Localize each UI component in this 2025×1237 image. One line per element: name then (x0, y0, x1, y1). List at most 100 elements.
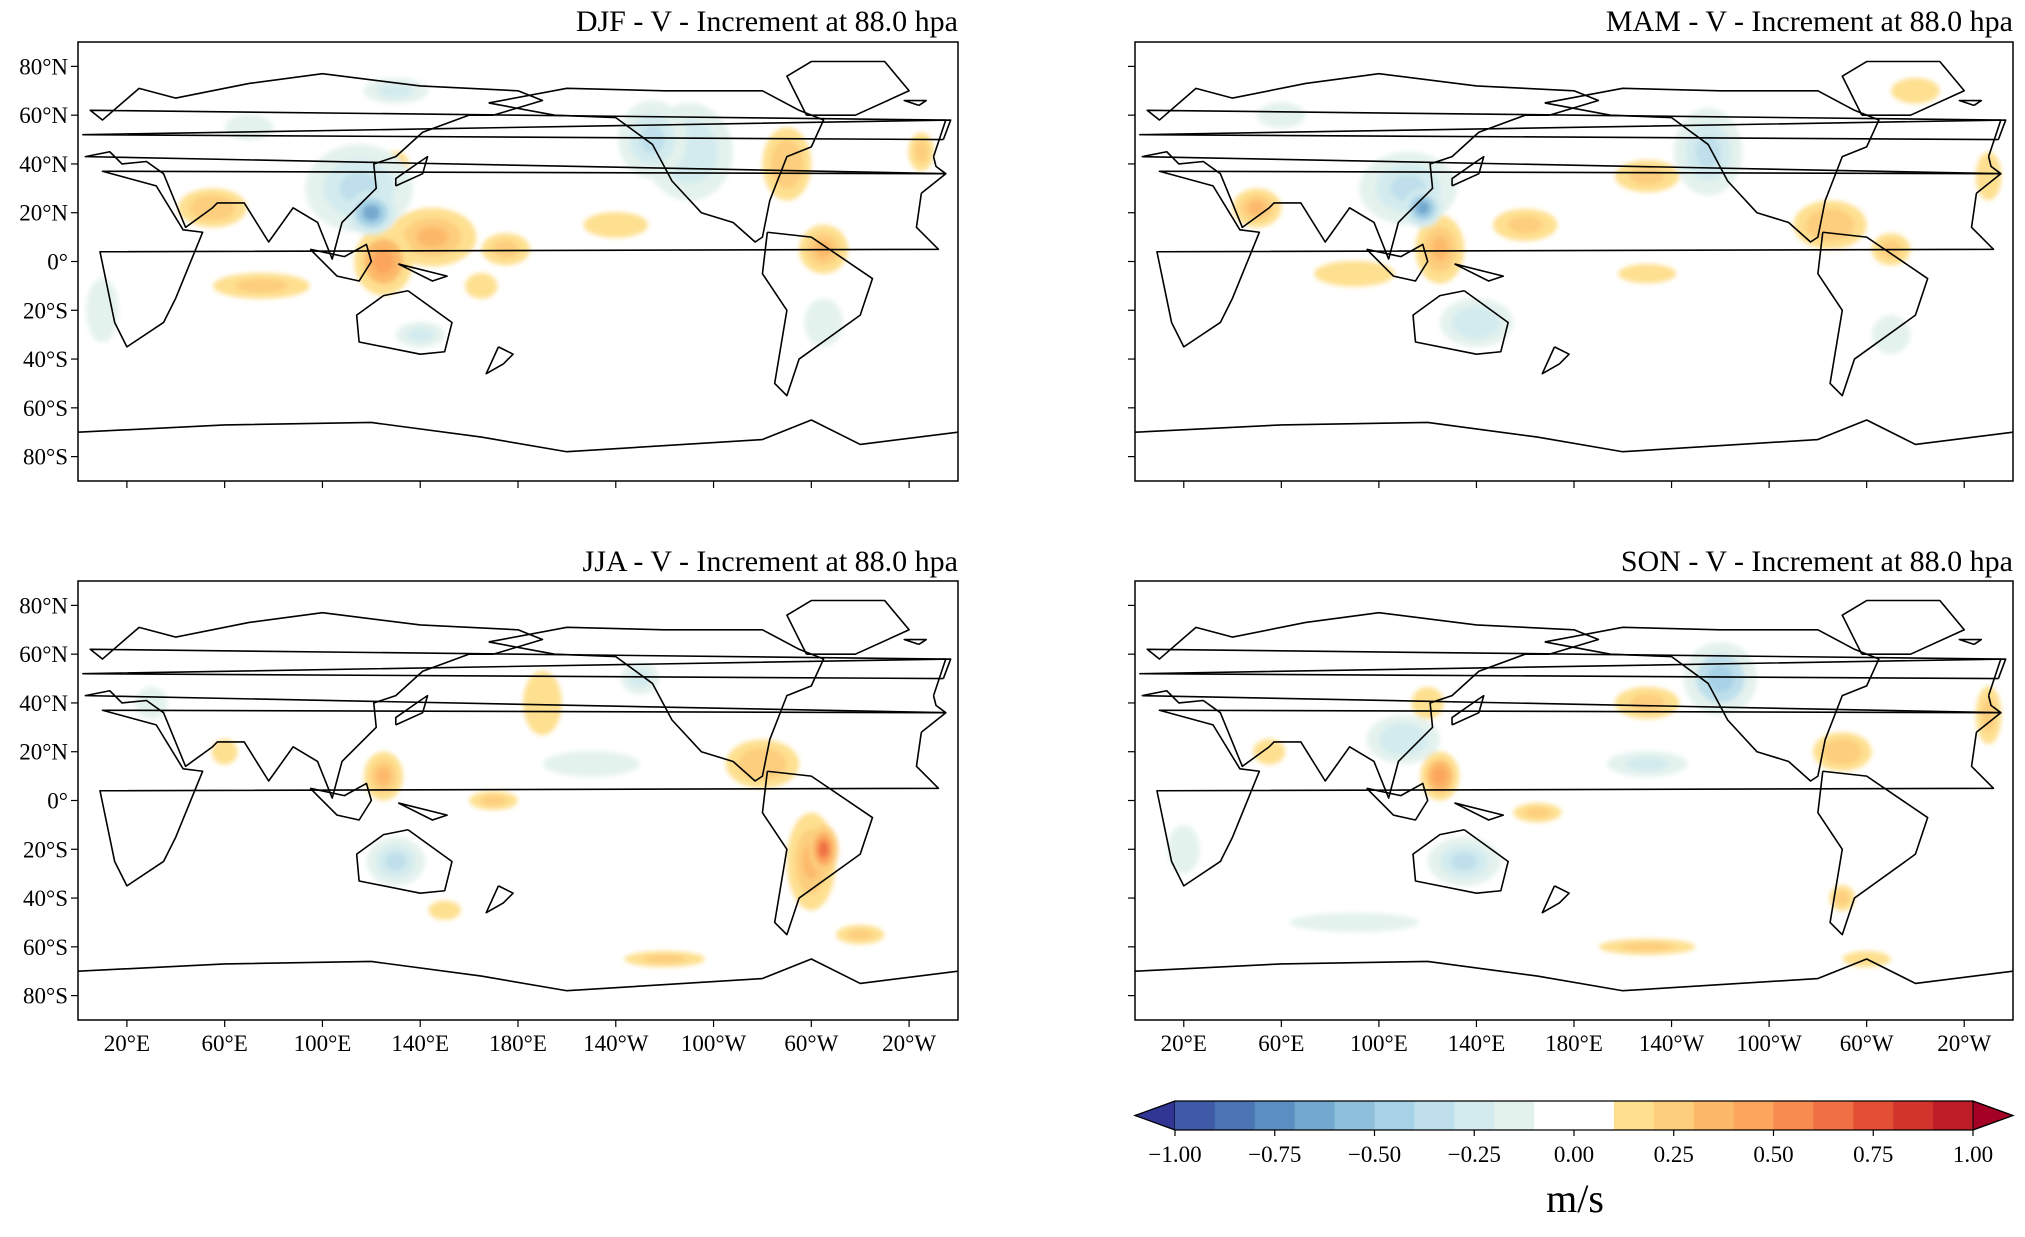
x-tick-label: 20°W (1937, 1031, 1991, 1056)
colorbar-segment (1613, 1101, 1655, 1130)
colorbar-extend-max (1972, 1100, 2015, 1131)
coastline (1541, 346, 1570, 375)
increment-contour (217, 744, 232, 759)
colorbar-segment (1773, 1101, 1814, 1130)
increment-contour (1463, 313, 1490, 332)
x-tick-label: 100°W (681, 1031, 747, 1056)
coastline (1139, 658, 2007, 680)
colorbar-segment (1334, 1101, 1375, 1130)
increment-contour (1319, 917, 1390, 928)
x-tick-label: 180°E (1545, 1031, 1603, 1056)
coastline (1454, 263, 1505, 282)
increment-contour (1415, 200, 1430, 215)
panel-title-son: SON - V - Increment at 88.0 hpa (1621, 545, 2013, 578)
coastline (78, 419, 958, 453)
y-tick-label: 40°N (19, 152, 68, 177)
coastline (1841, 60, 1966, 116)
coastlines (78, 60, 958, 453)
coastline (1817, 770, 1929, 936)
y-tick-label: 80°N (19, 54, 68, 79)
increment-contour (1981, 699, 1996, 731)
increment-contour (598, 217, 634, 232)
coastline (1156, 709, 2002, 887)
coastline (78, 958, 958, 992)
increment-contour (1816, 216, 1844, 234)
increment-contour (1625, 756, 1670, 771)
coastline (309, 243, 373, 282)
coastline (1841, 599, 1966, 655)
colorbar: −1.00 −0.75 −0.50 −0.25 0.00 0.25 0.50 0.75 1.00… (1133, 1100, 2015, 1221)
colorbar-unit-label: m/s (1546, 1176, 1604, 1221)
coastline (1139, 119, 2007, 141)
increment-contour (385, 852, 407, 871)
y-tick-label: 0° (47, 250, 68, 275)
x-tick-label: 20°W (882, 1031, 936, 1056)
coastline (84, 611, 947, 799)
coastline (1544, 87, 1880, 243)
colorbar-segment (1693, 1101, 1735, 1130)
colorbar-segment (1574, 1101, 1615, 1130)
coastline (84, 72, 947, 260)
increment-contour (1629, 694, 1665, 712)
coastline (1958, 638, 1983, 646)
colorbar-segment (1494, 1101, 1535, 1130)
increment-contour (1524, 807, 1551, 818)
coastline (1366, 782, 1429, 821)
colorbar-segment (1454, 1101, 1495, 1130)
increment-contour (416, 226, 449, 248)
x-tick-label: 140°W (1639, 1031, 1705, 1056)
increment-contour (914, 141, 929, 163)
coastline (1156, 170, 2002, 348)
colorbar-tick-label: −0.75 (1248, 1142, 1301, 1167)
y-tick-label: 80°S (23, 445, 68, 470)
y-tick-label: 20°S (23, 298, 68, 323)
increment-contour (818, 840, 829, 859)
y-tick-label: 80°S (23, 984, 68, 1009)
increment-contour (1695, 135, 1721, 168)
x-tick-label: 60°W (784, 1031, 838, 1056)
increment-contour (812, 309, 835, 336)
x-tick-label: 100°E (294, 1031, 352, 1056)
coastlines (78, 599, 958, 992)
y-tick-label: 60°S (23, 935, 68, 960)
colorbar-segment (1254, 1101, 1296, 1130)
panel-son: SON - V - Increment at 88.0 hpa 20°E 60°E… (1128, 545, 2014, 1056)
map-area-djf: 80°N 60°N 40°N 20°N 0° 20°S 40°S 60°S 80°S (19, 41, 959, 488)
coastline (1541, 885, 1570, 914)
panel-title-djf: DJF - V - Increment at 88.0 hpa (576, 5, 958, 38)
increment-contour (1332, 266, 1377, 281)
increment-contour (1707, 665, 1734, 692)
colorbar-tick-label: 0.75 (1853, 1142, 1893, 1167)
increment-field (1232, 77, 2002, 354)
coastline (1454, 802, 1505, 821)
colorbar-segment (1374, 1101, 1415, 1130)
x-tick-label: 140°E (391, 1031, 449, 1056)
colorbar-segment (1653, 1101, 1695, 1130)
increment-contour (1268, 108, 1295, 123)
x-tick-label: 180°E (489, 1031, 547, 1056)
colorbar-segment (1214, 1101, 1256, 1130)
colorbar-segment (1933, 1101, 1974, 1130)
increment-contour (362, 204, 381, 221)
increment-contour (1432, 767, 1447, 785)
colorbar-segment (1294, 1101, 1336, 1130)
increment-contour (93, 292, 112, 328)
colorbar-tick-label: −0.25 (1448, 1142, 1501, 1167)
colorbar-segment (1813, 1101, 1854, 1130)
coastline (488, 87, 825, 243)
increment-contour (1981, 162, 1996, 190)
increment-field (135, 662, 885, 968)
coastline (786, 599, 910, 655)
map-area-son: 20°E 60°E 100°E 140°E 180°E 140°W 100°W 60°W 20°… (1128, 580, 2014, 1056)
colorbar-extend-min (1133, 1100, 1176, 1131)
increment-contour (472, 278, 491, 293)
x-tick-label: 60°E (202, 1031, 248, 1056)
coastline (903, 99, 928, 107)
colorbar-segment (1733, 1101, 1774, 1130)
coastline (1141, 72, 2002, 260)
colorbar-segment (1853, 1101, 1894, 1130)
increment-contour (749, 755, 776, 773)
panel-title-jja: JJA - V - Increment at 88.0 hpa (583, 545, 958, 578)
y-tick-label: 20°S (23, 837, 68, 862)
